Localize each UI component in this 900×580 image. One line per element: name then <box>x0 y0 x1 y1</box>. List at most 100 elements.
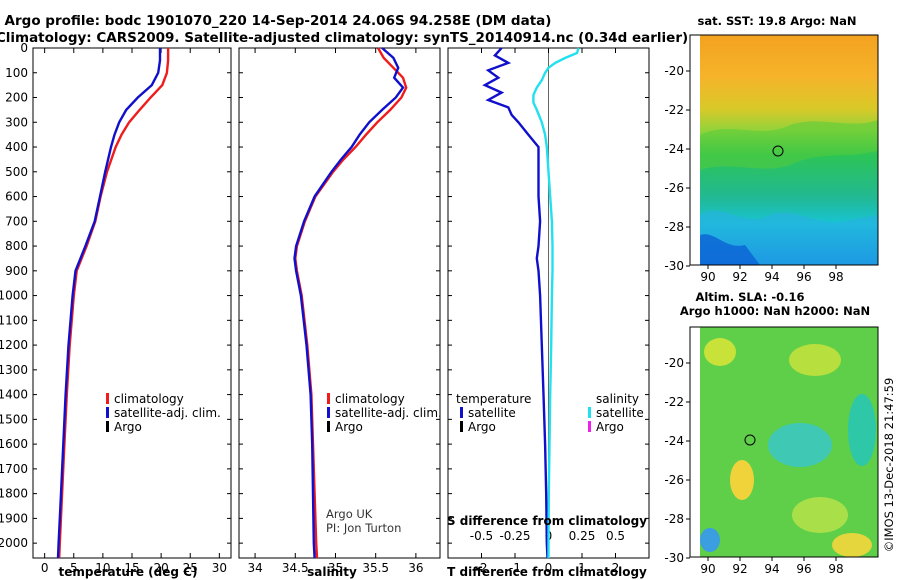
map-x-tick-label: 96 <box>796 270 811 284</box>
sla-blob <box>700 528 720 552</box>
salinity-xlabel: salinity <box>307 565 357 579</box>
sla-blob <box>730 460 754 500</box>
axes-ticks: 0100200300400500600700800900100011001200… <box>0 41 649 575</box>
sla-argo-location-marker <box>744 434 756 446</box>
x-tick-label: -2 <box>476 561 488 575</box>
sla-blob <box>832 533 872 557</box>
legend-s-satellite-swatch <box>588 407 591 418</box>
sst-map <box>689 34 879 266</box>
legend-satellite-swatch <box>106 407 109 418</box>
sst-map-blank-strip <box>690 35 700 265</box>
depth-tick-label: 400 <box>5 140 28 154</box>
depth-tick-label: 100 <box>5 66 28 80</box>
salinity-panel-frame <box>238 47 441 559</box>
sla-blob <box>848 394 876 466</box>
x-tick-label: 36 <box>408 561 423 575</box>
x-tick-label: 35 <box>328 561 343 575</box>
legend-argo-swatch <box>106 421 109 432</box>
map-y-tick-label: -24 <box>664 434 684 448</box>
sla-map-frame <box>689 326 879 558</box>
x-tick-label: 34.5 <box>282 561 309 575</box>
salinity-legend: climatology satellite-adj. clim. Argo Ar… <box>326 392 442 535</box>
depth-tick-label: 1300 <box>0 363 28 377</box>
depth-tick-label: 1000 <box>0 289 28 303</box>
depth-tick-label: 1600 <box>0 437 28 451</box>
depth-tick-label: 1400 <box>0 388 28 402</box>
series-line-salinity-satellite <box>532 47 580 558</box>
map-y-tick-label: -24 <box>664 142 684 156</box>
legend-satellite-label: satellite-adj. clim. <box>114 406 221 420</box>
x-tick-label: 0 <box>545 561 553 575</box>
x-tick-label: 5 <box>70 561 78 575</box>
map-y-tick-label: -28 <box>664 512 684 526</box>
depth-tick-label: 1100 <box>0 313 28 327</box>
title-line2: Climatology: CARS2009. Satellite-adjuste… <box>0 30 688 46</box>
sst-front-shape <box>700 120 878 170</box>
depth-tick-label: 300 <box>5 115 28 129</box>
map-x-tick-label: 90 <box>700 270 715 284</box>
depth-tick-label: 1200 <box>0 338 28 352</box>
series-line-temperature-satellite <box>482 47 549 559</box>
x-tick-label: 1 <box>578 561 586 575</box>
temperature-xlabel: temperature (deg C) <box>59 565 198 579</box>
sla-map-title2: Argo h1000: NaN h2000: NaN <box>680 304 870 318</box>
legend-argo-label: Argo <box>114 420 142 434</box>
sst-map-ticks: 90 92 94 96 98 -20 -22 -24 -26 -28 -30 <box>664 64 843 284</box>
depth-tick-label: 1700 <box>0 462 28 476</box>
s-difference-xlabel: S difference from climatology <box>447 514 647 528</box>
x-tick-label: 0 <box>41 561 49 575</box>
depth-tick-label: 1500 <box>0 412 28 426</box>
legend-climatology-label: climatology <box>114 392 184 406</box>
depth-tick-label: 500 <box>5 165 28 179</box>
legend-satellite-label: satellite-adj. clim. <box>335 406 442 420</box>
sla-map-ticks: 90 92 94 96 98 -20 -22 -24 -26 -28 -30 <box>664 356 843 576</box>
title-line1: Argo profile: bodc 1901070_220 14-Sep-20… <box>5 13 552 29</box>
map-y-tick-label: -20 <box>664 64 684 78</box>
map-y-tick-label: -22 <box>664 395 684 409</box>
sla-blob <box>704 338 736 366</box>
sla-map <box>689 326 879 558</box>
depth-tick-label: 2000 <box>0 536 28 550</box>
legend-s-argo-swatch <box>588 421 591 432</box>
s-diff-tick-label: 0.25 <box>569 529 596 543</box>
sla-blob <box>789 344 841 376</box>
map-x-tick-label: 92 <box>732 562 747 576</box>
depth-tick-label: 200 <box>5 91 28 105</box>
legend-argo-swatch <box>327 421 330 432</box>
x-tick-label: 35.5 <box>362 561 389 575</box>
legend-s-argo-label: Argo <box>596 420 624 434</box>
series-line-satellite-adj-clim- <box>293 47 405 559</box>
map-x-tick-label: 92 <box>732 270 747 284</box>
depth-tick-label: 900 <box>5 264 28 278</box>
legend-climatology-swatch <box>106 393 109 404</box>
sla-blob <box>792 497 848 533</box>
legend-t-argo-swatch <box>460 421 463 432</box>
map-x-tick-label: 98 <box>828 562 843 576</box>
sst-cold-patch <box>700 234 760 265</box>
legend-s-satellite-label: satellite <box>596 406 644 420</box>
legend-t-argo-label: Argo <box>468 420 496 434</box>
sst-argo-location-marker <box>772 145 784 157</box>
depth-tick-label: 800 <box>5 239 28 253</box>
temperature-legend: climatology satellite-adj. clim. Argo <box>106 392 221 434</box>
depth-tick-label: 600 <box>5 190 28 204</box>
map-y-tick-label: -28 <box>664 220 684 234</box>
legend-salinity-heading: salinity <box>596 392 639 406</box>
depth-tick-label: 1900 <box>0 511 28 525</box>
map-x-tick-label: 94 <box>764 562 779 576</box>
difference-legend: temperature satellite Argo salinity sate… <box>456 392 644 434</box>
series-line-satellite-adj-clim- <box>56 48 162 559</box>
x-tick-label: 2 <box>612 561 620 575</box>
sst-map-frame <box>689 34 879 266</box>
depth-tick-label: 1800 <box>0 487 28 501</box>
legend-climatology-swatch <box>327 393 330 404</box>
x-tick-label: 25 <box>183 561 198 575</box>
sla-map-blank-strip <box>690 327 700 557</box>
map-y-tick-label: -20 <box>664 356 684 370</box>
profile-lines <box>56 47 580 559</box>
x-tick-label: -1 <box>509 561 521 575</box>
x-tick-label: 20 <box>153 561 168 575</box>
s-diff-tick-label: 0.5 <box>606 529 625 543</box>
map-x-tick-label: 96 <box>796 562 811 576</box>
